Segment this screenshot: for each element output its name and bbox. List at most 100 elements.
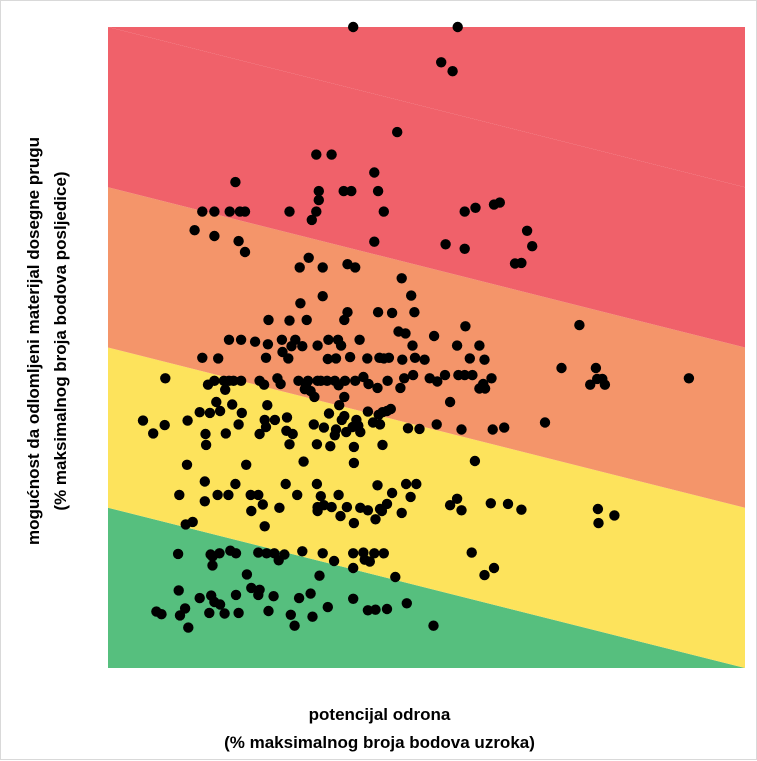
data-point — [297, 341, 308, 352]
data-point — [253, 547, 264, 558]
data-point — [397, 354, 408, 365]
data-point — [211, 396, 222, 408]
data-point — [297, 546, 308, 557]
data-point — [348, 21, 359, 33]
data-point — [369, 167, 380, 178]
data-point — [474, 340, 485, 351]
data-point — [323, 334, 334, 345]
data-point — [220, 384, 231, 395]
data-point — [283, 353, 294, 364]
data-point — [230, 176, 241, 188]
data-point — [362, 505, 374, 516]
data-point — [436, 57, 447, 68]
data-point — [556, 362, 567, 374]
data-point — [609, 510, 620, 521]
data-point — [313, 194, 324, 206]
data-point — [370, 604, 381, 615]
data-point — [241, 459, 252, 470]
data-point — [233, 419, 244, 430]
data-point — [339, 410, 350, 422]
data-point — [249, 336, 261, 347]
y-axis-label-line-1: mogućnost da odlomljeni materijal dosegn… — [24, 136, 43, 546]
data-point — [315, 491, 326, 502]
data-point — [309, 391, 320, 403]
data-point — [303, 252, 314, 263]
data-point — [326, 501, 337, 513]
data-point — [362, 406, 374, 417]
data-point — [372, 480, 383, 491]
data-point — [348, 562, 359, 574]
data-point — [401, 598, 412, 609]
data-point — [317, 262, 328, 273]
data-point — [402, 423, 414, 434]
data-point — [257, 499, 268, 510]
data-point — [344, 351, 356, 363]
data-point — [254, 584, 265, 595]
data-point — [214, 405, 226, 417]
data-point — [295, 298, 306, 309]
data-point — [233, 607, 244, 619]
data-point — [487, 424, 498, 435]
data-point — [432, 376, 443, 387]
data-point — [372, 382, 383, 394]
data-point — [213, 353, 224, 364]
data-point — [204, 607, 215, 619]
data-point — [317, 548, 328, 559]
data-point — [209, 206, 220, 217]
data-point — [321, 375, 333, 386]
data-point — [173, 585, 184, 596]
data-point — [200, 439, 212, 451]
y-axis-label-line-2: (% maksimalnog broja bodova posljedice) — [51, 171, 70, 511]
data-point — [230, 548, 242, 559]
data-point — [396, 507, 407, 519]
data-point — [159, 419, 170, 431]
data-point — [258, 379, 270, 390]
data-point — [428, 620, 439, 631]
data-point — [406, 290, 417, 301]
data-point — [383, 352, 395, 363]
data-point — [239, 206, 251, 217]
data-point — [362, 605, 374, 616]
data-point — [325, 441, 336, 452]
data-point — [479, 354, 490, 365]
data-point — [354, 334, 365, 345]
data-point — [339, 314, 350, 326]
data-point — [312, 340, 323, 351]
data-point — [428, 330, 440, 342]
data-point — [298, 456, 309, 467]
data-point — [246, 505, 257, 517]
data-point — [381, 603, 393, 615]
data-point — [329, 430, 340, 441]
data-point — [137, 415, 149, 426]
data-point — [456, 505, 467, 516]
data-point — [488, 562, 500, 574]
data-point — [236, 407, 247, 419]
data-point — [350, 375, 361, 386]
data-point — [447, 66, 458, 77]
data-point — [268, 591, 279, 602]
data-point — [348, 593, 359, 604]
data-point — [355, 426, 366, 438]
data-point — [341, 501, 353, 513]
data-point — [339, 391, 350, 403]
data-point — [364, 556, 375, 567]
data-point — [148, 428, 159, 439]
data-point — [499, 422, 510, 433]
data-point — [330, 353, 342, 364]
data-point — [376, 505, 388, 517]
data-point — [369, 236, 380, 247]
data-point — [274, 502, 285, 513]
data-point — [362, 353, 373, 364]
data-point — [590, 362, 602, 374]
data-point — [281, 412, 293, 423]
data-point — [287, 428, 298, 440]
data-point — [411, 478, 422, 490]
data-point — [390, 571, 401, 583]
data-point — [239, 246, 251, 258]
data-point — [374, 419, 386, 430]
data-point — [269, 414, 281, 426]
data-point — [285, 609, 296, 620]
data-point — [204, 407, 216, 419]
data-point — [574, 319, 585, 331]
data-point — [395, 382, 406, 394]
